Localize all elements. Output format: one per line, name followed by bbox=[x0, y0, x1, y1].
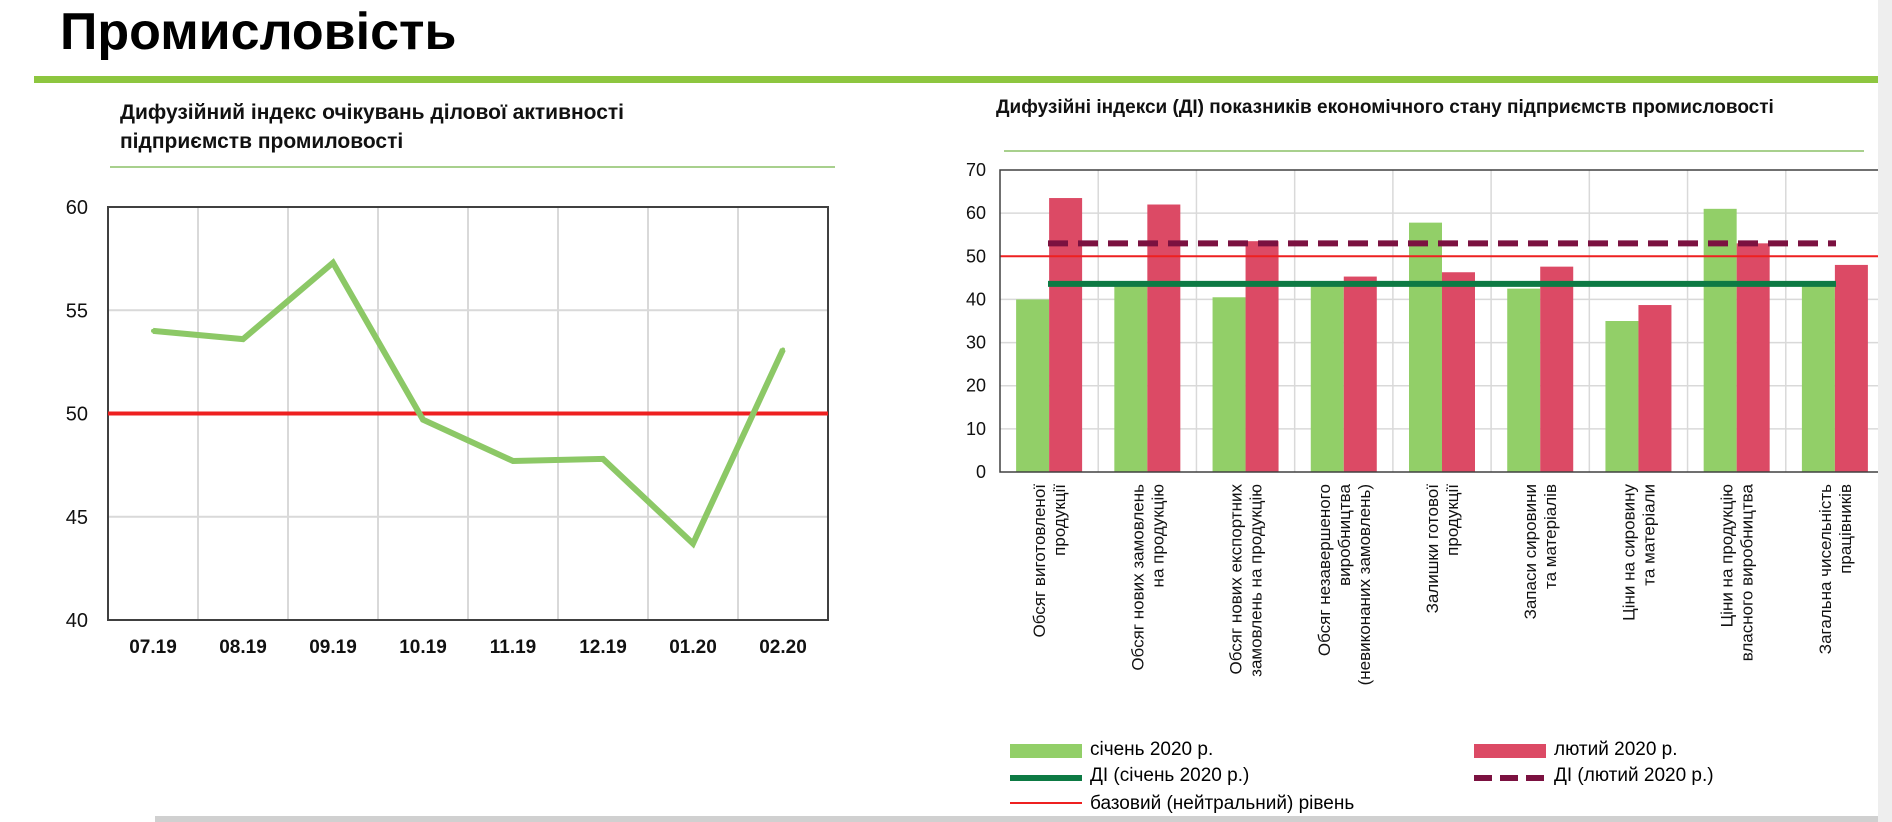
bar-xtick-label: на продукцію bbox=[1148, 484, 1167, 588]
line-series bbox=[152, 258, 786, 549]
line-point bbox=[601, 456, 605, 461]
legend-swatch-feb bbox=[1474, 744, 1546, 758]
bar-ytick-label: 0 bbox=[976, 462, 986, 482]
line-ytick-label: 50 bbox=[66, 404, 88, 426]
bar-jan bbox=[1212, 297, 1246, 472]
bar-jan bbox=[1507, 288, 1541, 472]
bar-xtick-label: працівників bbox=[1836, 484, 1855, 574]
left-chart-title-line-2: підприємств промиловості bbox=[120, 130, 404, 153]
bottom-scroll-edge bbox=[155, 816, 1892, 822]
bar-feb bbox=[1343, 276, 1377, 472]
line-xtick-label: 11.19 bbox=[490, 637, 537, 658]
bar-jan bbox=[1016, 299, 1050, 472]
bar-ytick-label: 50 bbox=[966, 246, 986, 266]
legend-label-di-jan: ДІ (січень 2020 р.) bbox=[1090, 765, 1250, 786]
line-xtick-label: 12.19 bbox=[579, 637, 627, 658]
bar-xtick-label: власного виробництва bbox=[1738, 483, 1757, 661]
legend-label-feb: лютий 2020 р. bbox=[1554, 739, 1678, 760]
bar-jan bbox=[1114, 282, 1148, 472]
bar-jan bbox=[1703, 208, 1737, 473]
bar-ytick-label: 40 bbox=[966, 289, 986, 309]
legend-label-jan: січень 2020 р. bbox=[1090, 739, 1214, 760]
bar-ytick-label: 30 bbox=[966, 333, 986, 353]
title-underline bbox=[34, 76, 1892, 83]
bar-xtick-label: та матеріали bbox=[1639, 484, 1658, 586]
bar-xtick-label: Обсяг нових експортних bbox=[1227, 484, 1246, 675]
bar-xtick-label: продукції bbox=[1050, 484, 1069, 556]
left-chart-title-rule bbox=[110, 166, 835, 168]
line-ytick-label: 45 bbox=[66, 507, 88, 529]
bar-ytick-label: 20 bbox=[966, 376, 986, 396]
line-xtick-label: 07.19 bbox=[129, 637, 177, 658]
bar-xtick-label: Обсяг нових замовлень bbox=[1128, 484, 1147, 671]
line-xtick-label: 10.19 bbox=[399, 637, 447, 658]
left-chart-title: Дифузійний індекс очікувань ділової акти… bbox=[120, 98, 760, 156]
legend-label-di-feb: ДІ (лютий 2020 р.) bbox=[1554, 765, 1714, 786]
bar-xtick-label: Обсяг незавершеного bbox=[1315, 484, 1334, 656]
legend-swatch-di-feb bbox=[1474, 775, 1546, 781]
line-ytick-label: 55 bbox=[66, 300, 88, 322]
bar-ytick-label: 60 bbox=[966, 203, 986, 223]
bar-xtick-label: (невиконаних замовлень) bbox=[1355, 484, 1374, 685]
line-point bbox=[241, 337, 245, 342]
bar-jan bbox=[1605, 321, 1639, 472]
line-xtick-label: 02.20 bbox=[759, 637, 807, 658]
right-chart-title-rule bbox=[1004, 150, 1864, 152]
bar-xtick-label: Залишки готової bbox=[1423, 484, 1442, 614]
bar-xtick-label: виробництва bbox=[1335, 483, 1354, 585]
line-point bbox=[421, 417, 425, 422]
bar-feb bbox=[1049, 198, 1083, 473]
legend-label-baseline: базовий (нейтральний) рівень bbox=[1090, 793, 1355, 814]
line-point bbox=[781, 347, 785, 352]
bar-feb bbox=[1834, 264, 1868, 472]
bar-ytick-label: 70 bbox=[966, 160, 986, 180]
bar-xtick-label: Запаси сировини bbox=[1521, 484, 1540, 619]
bar-jan bbox=[1801, 284, 1835, 472]
line-xtick-label: 09.19 bbox=[309, 637, 357, 658]
legend-swatch-jan bbox=[1010, 744, 1082, 758]
line-point bbox=[331, 260, 335, 265]
line-point bbox=[151, 328, 155, 333]
bar-jan bbox=[1409, 222, 1442, 472]
bar-ytick-label: 10 bbox=[966, 419, 986, 439]
bar-feb bbox=[1736, 243, 1770, 472]
line-ytick-label: 60 bbox=[66, 197, 88, 219]
bar-xtick-label: продукції bbox=[1443, 484, 1462, 556]
bar-feb bbox=[1540, 266, 1574, 472]
line-point bbox=[691, 541, 695, 546]
line-xtick-label: 08.19 bbox=[219, 637, 267, 658]
page-title: Промисловість bbox=[60, 3, 457, 61]
line-ytick-label: 40 bbox=[66, 610, 88, 632]
bar-xtick-label: Ціни на сировину bbox=[1619, 484, 1638, 621]
bar-feb bbox=[1638, 305, 1672, 472]
right-chart-title: Дифузійні індекси (ДІ) показників економ… bbox=[996, 97, 1774, 118]
bar-feb bbox=[1442, 272, 1475, 472]
bar-xtick-label: та матеріалів bbox=[1541, 484, 1560, 589]
right-window-edge bbox=[1878, 0, 1892, 822]
bar-xtick-label: Загальна чисельність bbox=[1816, 484, 1835, 654]
line-point bbox=[511, 458, 515, 463]
legend-swatch-di-jan bbox=[1010, 775, 1082, 781]
bar-xtick-label: Обсяг виготовленої bbox=[1030, 484, 1049, 638]
left-chart-title-line-1: Дифузійний індекс очікувань ділової акти… bbox=[120, 101, 625, 124]
bar-feb bbox=[1147, 204, 1181, 472]
bar-xtick-label: Ціни на продукцію bbox=[1718, 484, 1737, 628]
bar-jan bbox=[1310, 284, 1344, 472]
bar-feb bbox=[1245, 241, 1279, 472]
legend-swatch-baseline bbox=[1010, 802, 1082, 804]
line-xtick-label: 01.20 bbox=[669, 637, 717, 658]
bar-xtick-label: замовлень на продукцію bbox=[1247, 484, 1266, 677]
